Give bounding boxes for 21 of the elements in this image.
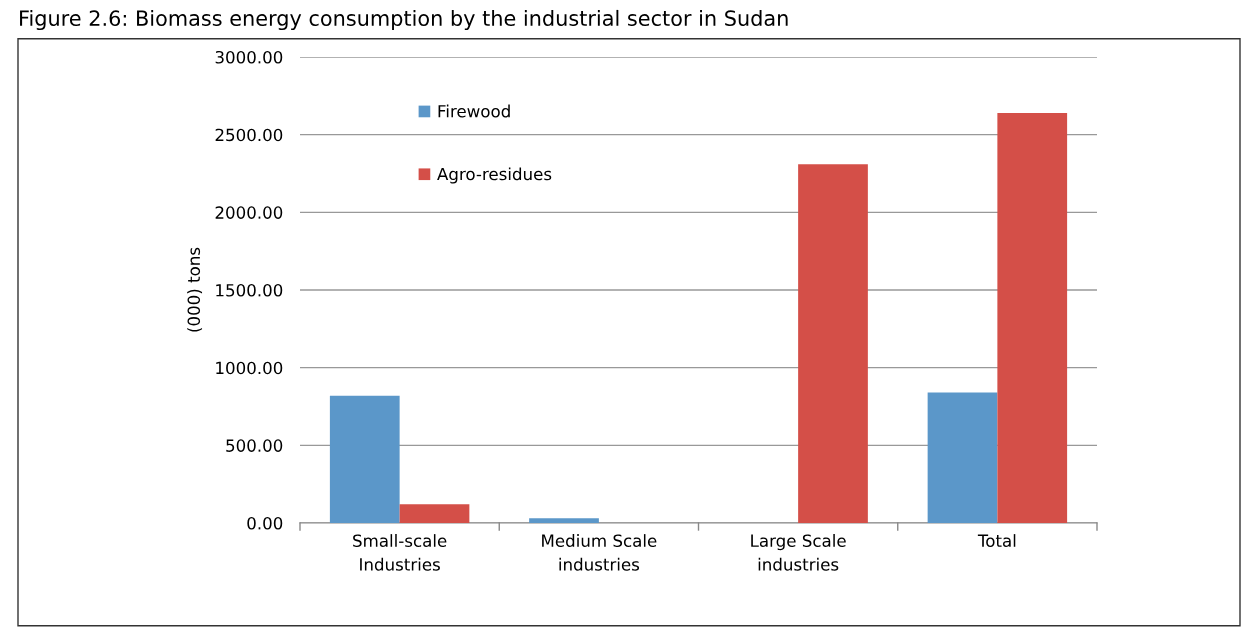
bar (399, 504, 470, 523)
y-tick-label: 0.00 (247, 516, 283, 530)
x-tick-label: Medium Scale industries (542, 534, 657, 571)
bar (798, 164, 868, 523)
bar (927, 392, 998, 523)
x-tick-label: Total (977, 534, 1016, 548)
chart-title: Figure 2.6: Biomass energy consumption by the industrial sector in Sudan (20, 9, 788, 31)
x-tick-label: Small-scale Industries (353, 534, 447, 571)
y-tick-label: 3000.00 (215, 50, 283, 64)
y-tick-label: 2000.00 (215, 206, 283, 219)
bar (329, 395, 400, 523)
y-axis-title: (000) tons (187, 247, 203, 332)
x-tick-label: Large Scale industries (751, 534, 846, 571)
y-tick-label: 2500.00 (215, 128, 283, 142)
y-tick-label: 1500.00 (216, 283, 283, 297)
legend-label: Firewood (438, 104, 510, 118)
y-tick-label: 1000.00 (216, 361, 283, 375)
bar (529, 518, 599, 523)
bar (997, 112, 1068, 523)
legend-label: Agro-residues (437, 167, 552, 184)
y-tick-label: 500.00 (226, 439, 283, 452)
